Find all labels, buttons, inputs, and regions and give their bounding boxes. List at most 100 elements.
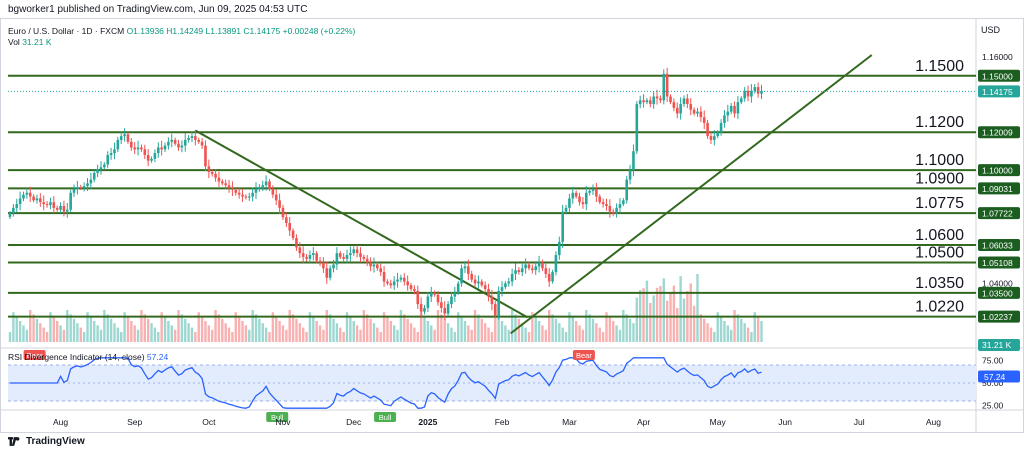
candle-body [82,186,86,189]
volume-bar [79,327,82,342]
candle-body [490,296,494,305]
candle-body [315,253,318,261]
time-axis-tick: Feb [495,417,510,427]
volume-bar [500,321,504,342]
time-axis-tick: Oct [202,417,216,427]
volume-bar [295,318,298,342]
rsi-title[interactable]: RSI Divergence Indicator (14, close) [8,352,145,362]
volume-bar [642,288,645,342]
candle-body [52,202,56,208]
tradingview-logo[interactable]: TradingView [8,436,85,447]
volume-label: Vol [8,37,20,47]
volume-bar [487,327,490,342]
price-axis-tick: 1.04000 [982,278,1013,288]
candle-body [332,264,335,269]
change-value: +0.00248 (+0.22%) [282,26,356,36]
volume-bar [544,329,548,342]
candle-body [372,264,376,267]
volume-bar [541,325,544,342]
candle-body [109,153,113,156]
candle-body [140,147,143,150]
volume-bar [635,297,639,342]
price-chart[interactable]: 1.1500 1.15000 1.1200 1.12009 1.1000 1.10000 1… [0,18,1024,433]
candle-body [76,187,79,189]
volume-bar [551,314,554,342]
volume-bar [605,312,608,342]
volume-bar [692,305,696,342]
candle-body [247,196,251,198]
volume-bar [288,310,291,342]
candle-body [440,302,443,308]
candle-body [39,198,42,203]
candle-body [312,253,315,256]
candle-body [345,255,349,259]
candle-body [625,179,629,201]
level-label: 1.0775 [915,195,964,212]
chart-frame: 1.1500 1.15000 1.1200 1.12009 1.1000 1.10000 1… [0,18,1024,433]
candle-body [436,294,440,303]
candle-body [301,253,305,257]
candle-body [200,141,204,146]
level-label: 1.0600 [915,227,964,244]
volume-bar [510,310,514,342]
volume-bar [120,332,123,342]
rsi-divergence-label: Bull [379,413,392,422]
candle-body [190,136,194,139]
candle-body [419,304,423,312]
candle-body [423,307,426,312]
candle-body [28,192,32,197]
candle-body [477,281,480,284]
candle-body [568,198,571,208]
level-axis-badge [978,164,1020,177]
candle-body [675,107,679,114]
level-axis-label: 1.09031 [982,184,1013,194]
candle-body [692,109,696,114]
volume-bar [315,321,318,342]
rsi-value-badge [978,370,1020,383]
volume-bar [200,316,204,342]
volume-bar [480,318,483,342]
candle-body [35,198,39,201]
volume-bar [99,329,103,342]
rsi-value-badge-label: 57.24 [984,372,1006,382]
volume-bar [608,316,612,342]
volume-bar [103,310,106,342]
volume-bar [527,332,531,342]
open-value: O1.13936 [126,26,164,36]
level-label: 1.1000 [915,152,964,169]
candle-body [729,105,733,112]
tradingview-logo-icon [8,437,20,446]
candle-body [571,192,575,199]
volume-bar [736,314,740,342]
symbol-label[interactable]: Euro / U.S. Dollar · 1D · FXCM [8,26,125,36]
candle-body [493,304,497,316]
level-label: 1.1500 [915,58,964,75]
volume-bar [258,318,261,342]
level-axis-label: 1.10000 [982,166,1013,176]
candle-body [197,139,201,142]
candle-body [450,296,453,305]
volume-bar [72,318,76,342]
candle-body [261,185,265,188]
volume-bar [22,325,25,342]
candle-body [45,204,49,206]
volume-bar [204,321,207,342]
volume-bar [187,323,190,342]
volume-bar [632,323,635,342]
candle-body [298,247,302,254]
candle-body [241,194,244,197]
candle-body [86,183,89,187]
volume-bar [588,314,591,342]
volume-bar [460,316,463,342]
level-label: 1.0350 [915,275,964,292]
volume-bar [190,327,194,342]
candle-body [156,147,160,154]
candle-body [659,98,662,101]
volume-bar [268,332,271,342]
candle-body [480,281,484,286]
time-axis-tick: Dec [346,417,362,427]
candle-body [504,283,507,288]
volume-bar [332,318,335,342]
rsi-divergence-label: Bear [27,351,43,360]
volume-bar [25,329,29,342]
